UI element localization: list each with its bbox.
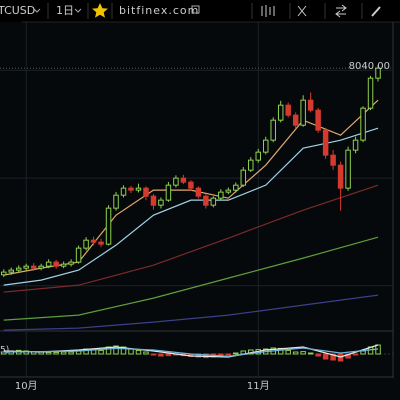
macd-bar [165, 353, 172, 357]
candle-body [8, 269, 14, 273]
candle-body [270, 119, 276, 141]
macd-bar [60, 351, 67, 355]
candle-body [277, 104, 284, 121]
macd-bar [330, 353, 336, 361]
interval[interactable]: 1日 [56, 4, 74, 17]
macd-bar [143, 351, 149, 355]
candle-body [330, 154, 336, 166]
candle-body [135, 187, 142, 191]
candle-body [30, 265, 37, 269]
candle-body [292, 114, 299, 126]
moving-average [3, 294, 379, 331]
candle-body [158, 199, 164, 206]
macd-bar [0, 351, 7, 355]
macd-bar [45, 351, 52, 355]
candle-body [38, 265, 44, 269]
draw-icon[interactable] [371, 6, 381, 17]
macd-bar [150, 353, 157, 356]
macd-bar [98, 349, 104, 355]
macd-bar [322, 353, 329, 360]
candle-body [90, 239, 97, 243]
macd-bar [292, 351, 299, 355]
candle-body [352, 139, 359, 151]
candle-body [68, 261, 74, 265]
macd-bar [120, 346, 127, 355]
candle-body [45, 261, 52, 267]
site[interactable]: bitfinex.com [119, 4, 199, 17]
candle-body [180, 177, 187, 183]
chevron [33, 8, 41, 13]
macd-line [3, 347, 379, 358]
candle-body [150, 195, 157, 206]
candle-body [15, 267, 22, 271]
moving-average [3, 236, 379, 321]
candle-body [262, 139, 269, 153]
candle-body [210, 197, 217, 206]
candle-body [240, 169, 247, 186]
candle-body [307, 99, 314, 111]
candle-body [203, 195, 209, 206]
symbol[interactable]: TCUSD [0, 4, 35, 17]
candle-body [367, 77, 374, 109]
candle-body [337, 164, 344, 189]
candle-body [225, 189, 232, 193]
candle-body [218, 191, 224, 199]
candle-body [98, 241, 104, 245]
candle-body [23, 265, 29, 269]
indicator-icon[interactable] [297, 5, 307, 17]
candle-body [188, 181, 194, 189]
toolbar: TCUSD 1日 bitfinex.com [0, 0, 400, 23]
candle-body [165, 184, 172, 201]
macd-bar [68, 351, 74, 355]
macd-bar [53, 351, 59, 355]
candle-body [120, 187, 127, 196]
chevron [74, 8, 82, 13]
macd-bar [113, 345, 119, 355]
candle-body [300, 99, 306, 126]
macd-bar [225, 353, 232, 356]
candle-body [128, 187, 134, 191]
candle-body [83, 239, 89, 249]
external-icon [191, 5, 200, 14]
candle-body [285, 104, 291, 116]
compare-icon[interactable] [335, 4, 347, 18]
x-tick-label: 10月 [15, 380, 38, 392]
x-tick-label: 11月 [247, 380, 270, 392]
candle-body [315, 109, 321, 131]
candle-body [248, 159, 254, 171]
candle-body [60, 263, 67, 267]
macd-bar [307, 352, 314, 355]
candle-body [105, 207, 112, 245]
moving-average [3, 184, 379, 293]
macd-bar [233, 352, 239, 355]
candle-body [233, 184, 239, 191]
candle-body [0, 271, 7, 276]
candle-body [53, 261, 59, 267]
candle-body [173, 177, 179, 186]
candle-body [113, 194, 119, 209]
macd-bar [128, 348, 134, 355]
moving-average [3, 127, 379, 286]
candle-body [255, 151, 262, 161]
macd-bar [315, 353, 321, 357]
macd-bar [352, 353, 359, 356]
macd-bar [360, 350, 366, 355]
candle-body [322, 129, 329, 156]
candle-body [143, 187, 149, 197]
candle-icon[interactable] [261, 5, 275, 17]
macd-bar [135, 349, 142, 355]
last-price-label: 8040.00 [349, 61, 390, 72]
candle-body [345, 149, 351, 189]
macd-bar [285, 349, 291, 355]
candle-body [195, 187, 202, 197]
candle-body [360, 107, 366, 141]
star-icon[interactable] [92, 3, 108, 18]
macd-bar [158, 353, 164, 357]
candle-body [75, 247, 82, 263]
macd-bar [300, 351, 306, 355]
